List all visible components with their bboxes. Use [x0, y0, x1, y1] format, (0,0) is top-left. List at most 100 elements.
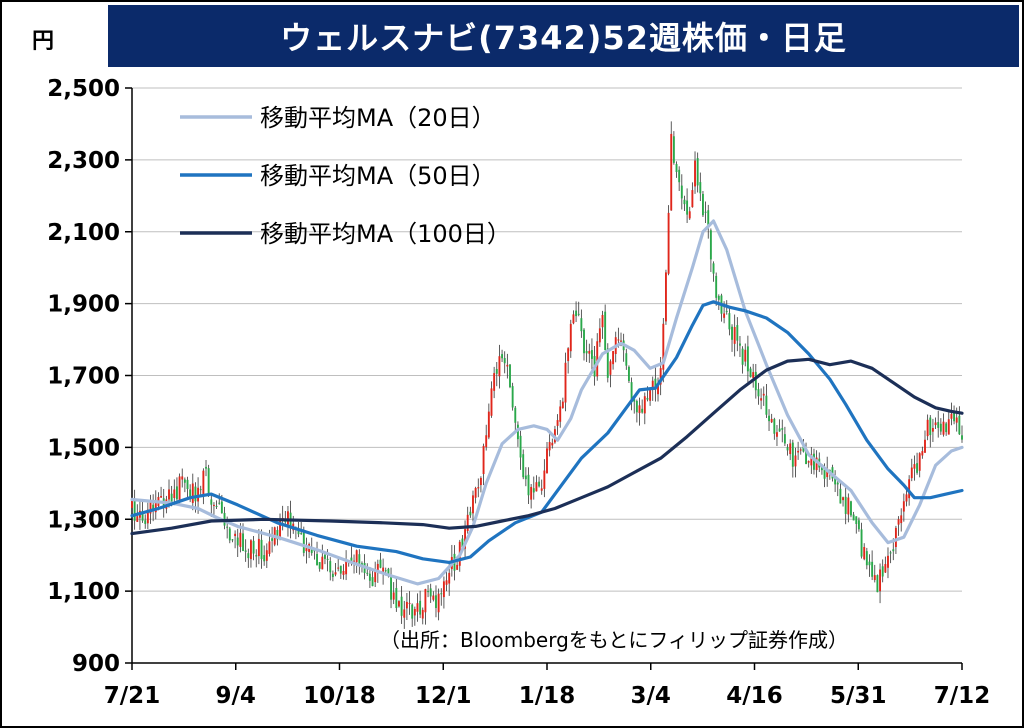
candle-down: [715, 275, 718, 298]
candle-down: [823, 468, 826, 479]
candle-up: [530, 486, 533, 500]
candle-down: [786, 447, 789, 451]
candle-up: [257, 538, 260, 557]
candle-down: [871, 561, 874, 577]
candle-up: [910, 467, 913, 479]
candle-down: [260, 539, 263, 560]
candle-up: [405, 601, 408, 609]
candle-down: [514, 407, 517, 423]
candle-up: [799, 449, 802, 451]
candle-up: [942, 421, 945, 435]
candle-down: [387, 568, 390, 575]
candle-up: [567, 348, 570, 362]
candle-up: [540, 488, 543, 491]
candle-down: [686, 200, 689, 215]
candle-up: [643, 396, 646, 414]
candle-up: [572, 314, 575, 324]
y-axis: 2,500 2,300 2,100 1,900 1,700 1,500 1,300 1,100…: [47, 76, 133, 677]
candle-up: [564, 362, 567, 403]
candle-down: [937, 422, 940, 428]
candle-down: [709, 230, 712, 260]
candle-up: [202, 470, 205, 495]
candle-down: [400, 596, 403, 616]
y-tick-label: 1,300: [47, 507, 120, 533]
candle-up: [432, 595, 435, 600]
candle-up: [588, 350, 591, 354]
candle-up: [392, 592, 395, 600]
candle-up: [617, 339, 620, 341]
candle-up: [601, 314, 604, 328]
candle-down: [379, 559, 382, 568]
candle-up: [305, 547, 308, 552]
candle-down: [236, 537, 239, 546]
chart-title: ウェルスナビ(7342)52週株価・日足: [108, 5, 1019, 67]
candle-up: [752, 372, 755, 378]
candle-down: [170, 493, 173, 502]
candle-down: [857, 520, 860, 530]
candle-down: [646, 397, 649, 400]
candle-up: [638, 405, 641, 414]
candle-up: [342, 570, 345, 575]
candle-up: [265, 550, 268, 561]
candle-down: [469, 511, 472, 516]
candle-up: [421, 609, 424, 619]
candle-down: [244, 550, 247, 552]
candle-down: [503, 358, 506, 364]
candle-up: [353, 560, 355, 562]
y-tick-label: 2,100: [47, 220, 120, 246]
candle-up: [212, 504, 215, 506]
candle-down: [194, 486, 197, 502]
candle-down: [633, 399, 636, 402]
candle-down: [218, 502, 221, 504]
candle-down: [757, 389, 760, 397]
candle-up: [688, 211, 691, 219]
candle-up: [598, 328, 601, 343]
candle-up: [334, 572, 337, 575]
candle-down: [805, 449, 807, 465]
candle-down: [435, 595, 437, 609]
candle-up: [762, 393, 765, 396]
candle-down: [509, 364, 511, 388]
candle-down: [876, 575, 879, 593]
candle-down: [675, 164, 678, 173]
candle-up: [173, 489, 176, 499]
candle-down: [186, 479, 189, 489]
candle-down: [511, 386, 514, 408]
candle-up: [921, 451, 924, 456]
candle-down: [300, 533, 303, 535]
legend-label-ma20: 移動平均MA（20日）: [260, 104, 496, 132]
candle-down: [739, 343, 741, 346]
candle-down: [419, 600, 422, 615]
candle-up: [543, 470, 546, 489]
candle-down: [527, 474, 530, 496]
candle-down: [368, 573, 371, 581]
candle-down: [834, 477, 837, 485]
candle-down: [366, 572, 369, 574]
candle-up: [191, 483, 194, 503]
candle-down: [702, 193, 704, 216]
candle-up: [770, 418, 773, 423]
candle-up: [250, 540, 252, 560]
candle-down: [215, 505, 218, 507]
candle-up: [894, 527, 897, 548]
candle-up: [794, 455, 797, 467]
candle-down: [532, 488, 535, 493]
candle-up: [667, 212, 670, 274]
candle-down: [427, 591, 429, 593]
candle-down: [678, 169, 681, 183]
candle-up: [569, 323, 572, 352]
candle-down: [585, 350, 588, 354]
ma-line-ma50: [130, 300, 964, 564]
candle-up: [479, 477, 482, 486]
candle-down: [302, 530, 305, 553]
candle-down: [583, 329, 585, 354]
candle-up: [924, 439, 926, 453]
candle-up: [826, 468, 829, 478]
candle-up: [934, 422, 937, 426]
candle-up: [408, 602, 411, 604]
candle-up: [321, 556, 324, 570]
candle-down: [501, 354, 504, 359]
candle-down: [765, 395, 768, 415]
candle-down: [339, 565, 342, 574]
